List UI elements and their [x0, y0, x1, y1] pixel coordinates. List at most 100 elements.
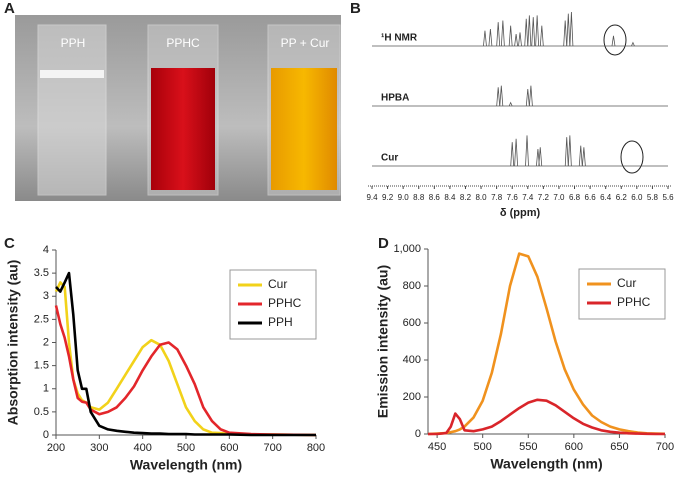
peak: [564, 137, 569, 167]
cuvette-liquid: [151, 68, 215, 190]
x-tick-label: 600: [220, 442, 238, 454]
x-tick-label: 7.2: [538, 193, 550, 202]
y-tick-label: 1,000: [393, 243, 421, 255]
x-tick-label: 550: [519, 441, 537, 453]
x-tick-label: 700: [263, 442, 281, 454]
x-tick-label: 6.8: [569, 193, 581, 202]
x-tick-label: 800: [307, 442, 325, 454]
legend-label: PPHC: [268, 296, 302, 310]
panel-letter: A: [4, 0, 15, 17]
y-tick-label: 800: [403, 280, 421, 292]
y-tick-label: 1: [43, 383, 49, 395]
peak: [563, 20, 568, 47]
peak: [581, 147, 586, 167]
peak: [524, 18, 529, 47]
peak: [611, 35, 616, 47]
panel-letter: B: [350, 0, 361, 17]
x-tick-label: 6.2: [616, 193, 628, 202]
series-line: [427, 252, 666, 436]
x-tick-label: 8.4: [444, 193, 456, 202]
x-tick-label: 650: [610, 441, 628, 453]
sample-label: PPH: [61, 36, 86, 50]
x-tick-label: 8.8: [413, 193, 425, 202]
y-tick-label: 3: [43, 290, 49, 302]
peak: [496, 87, 501, 107]
cuvette-liquid: [271, 68, 337, 190]
y-axis-title: Absorption intensity (au): [5, 260, 21, 426]
x-tick-label: 8.0: [475, 193, 487, 202]
meniscus: [40, 70, 104, 78]
y-tick-label: 2.5: [34, 313, 49, 325]
highlight-circle: [603, 24, 627, 56]
x-tick-label: 8.6: [429, 193, 441, 202]
trace-label: ¹H NMR: [381, 33, 418, 44]
trace-label: HPBA: [381, 93, 409, 104]
x-tick-label: 7.0: [553, 193, 565, 202]
x-tick-label: 9.2: [382, 193, 394, 202]
legend-label: PPH: [268, 315, 293, 329]
trace-label: Cur: [381, 153, 398, 164]
legend-label: PPHC: [617, 295, 651, 309]
x-tick-label: 7.4: [522, 193, 534, 202]
cuvette: [37, 24, 107, 196]
x-tick-label: 450: [428, 441, 446, 453]
x-axis-title: Wavelength (nm): [130, 457, 242, 473]
series-line: [54, 305, 317, 437]
x-tick-label: 700: [656, 441, 674, 453]
highlight-circle: [620, 140, 644, 174]
sample-label: PPHC: [166, 36, 200, 50]
peak: [578, 145, 583, 167]
peak: [566, 13, 571, 47]
peak: [488, 28, 493, 47]
peak: [500, 20, 505, 47]
x-tick-label: 5.6: [662, 193, 674, 202]
x-tick-label: 400: [133, 442, 151, 454]
y-tick-label: 600: [403, 317, 421, 329]
peak: [496, 22, 501, 47]
peak: [508, 25, 513, 47]
peak: [567, 135, 572, 167]
peak: [631, 41, 635, 47]
x-tick-label: 7.8: [491, 193, 503, 202]
peak: [569, 11, 574, 47]
panel-letter: D: [378, 235, 389, 252]
x-tick-label: 6.0: [631, 193, 643, 202]
peak: [525, 135, 529, 167]
panel-letter: C: [4, 235, 15, 252]
legend-label: Cur: [617, 276, 636, 290]
x-tick-label: 500: [474, 441, 492, 453]
x-tick-label: 200: [47, 442, 65, 454]
y-tick-label: 1.5: [34, 360, 49, 372]
y-tick-label: 2: [43, 336, 49, 348]
x-axis-title: Wavelength (nm): [490, 456, 602, 472]
peak: [531, 17, 536, 47]
peak: [510, 142, 515, 167]
x-tick-label: 6.4: [600, 193, 612, 202]
series-line: [55, 271, 316, 437]
peak: [535, 15, 540, 47]
peak: [514, 138, 519, 167]
y-tick-label: 3.5: [34, 267, 49, 279]
y-tick-label: 400: [403, 354, 421, 366]
y-axis-title: Emission intensity (au): [375, 265, 391, 418]
peak: [538, 147, 543, 167]
x-tick-label: 9.0: [398, 193, 410, 202]
x-tick-label: 300: [90, 442, 108, 454]
series-line: [428, 398, 665, 436]
y-tick-label: 0: [415, 428, 421, 440]
peak: [518, 32, 522, 47]
x-tick-label: 500: [177, 442, 195, 454]
x-tick-label: 7.6: [507, 193, 519, 202]
peak: [483, 30, 487, 47]
peak: [539, 25, 544, 47]
x-tick-label: 600: [565, 441, 583, 453]
y-tick-label: 200: [403, 391, 421, 403]
peak: [499, 85, 504, 107]
y-tick-label: 0.5: [34, 406, 49, 418]
peak: [527, 15, 532, 47]
x-tick-label: 9.4: [366, 193, 378, 202]
peak: [525, 88, 530, 107]
x-tick-label: 6.6: [585, 193, 597, 202]
peak: [529, 85, 533, 107]
